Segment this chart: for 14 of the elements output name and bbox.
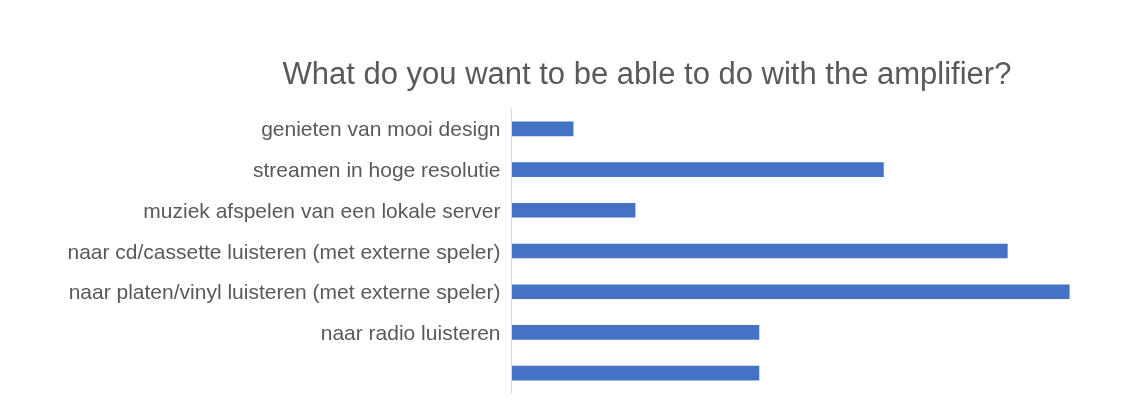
- bar: [511, 121, 574, 137]
- bar: [511, 325, 760, 340]
- chart-title: What do you want to be able to do with the amplifier?: [282, 56, 1012, 91]
- bar: [511, 162, 884, 177]
- bar: [511, 365, 760, 381]
- y-tick-label: naar cd/cassette luisteren (met externe speler): [67, 239, 501, 263]
- y-tick-label: naar radio luisteren: [320, 320, 501, 344]
- bar: [511, 202, 636, 218]
- y-tick-label: genieten van mooi design: [261, 117, 501, 141]
- bar: [511, 243, 1008, 259]
- y-tick-label: streamen in hoge resolutie: [253, 158, 501, 182]
- y-tick-label: naar platen/vinyl luisteren (met externe speler): [68, 280, 501, 304]
- y-tick-label: muziek afspelen van een lokale server: [143, 198, 501, 222]
- bar: [511, 284, 1070, 300]
